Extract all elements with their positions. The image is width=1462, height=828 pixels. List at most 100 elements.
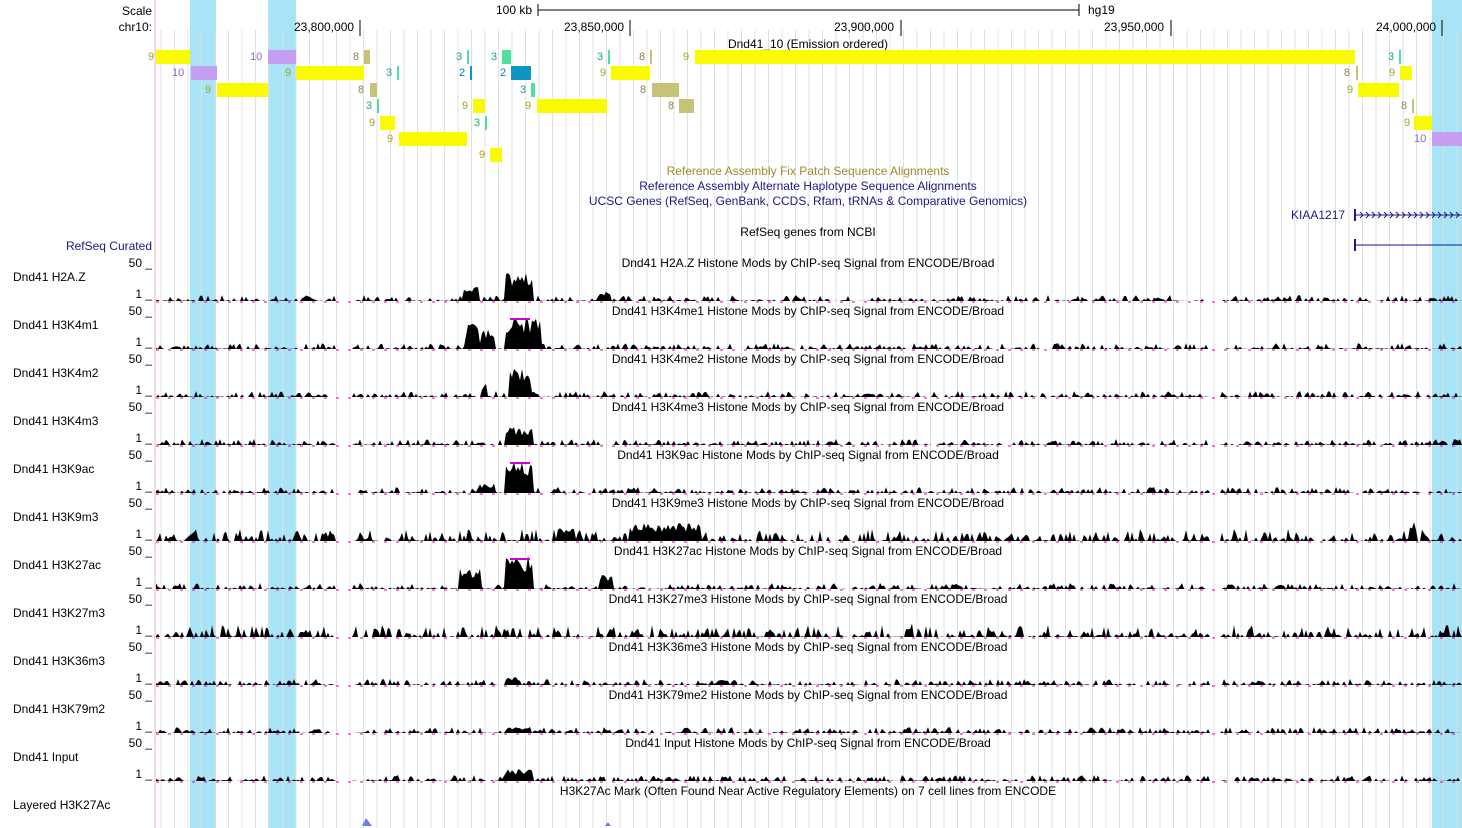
segment-block-state-9[interactable]: [695, 50, 1355, 64]
track-ymin-0[interactable]: 1 _: [135, 287, 152, 301]
track-ymin-6[interactable]: 1 _: [135, 575, 152, 589]
track-title-9[interactable]: Dnd41 H3K79me2 Histone Mods by ChIP-seq …: [608, 688, 1008, 702]
segment-block-state-9[interactable]: [380, 115, 395, 130]
segment-block-state-10[interactable]: [191, 66, 217, 81]
signal-wiggle-7: [156, 623, 1462, 637]
segment-block-state-9[interactable]: [399, 132, 467, 146]
refseq-curated-label[interactable]: RefSeq Curated: [65, 239, 152, 253]
track-ymax-1[interactable]: 50 _: [128, 304, 152, 318]
track-ymin-10[interactable]: 1 _: [135, 767, 152, 781]
segment-block-state-10[interactable]: [268, 50, 296, 64]
segment-block-state-8[interactable]: [1412, 99, 1414, 114]
track-label-9[interactable]: Dnd41 H3K79m2: [13, 702, 106, 716]
track-label-5[interactable]: Dnd41 H3K9m3: [13, 510, 99, 524]
alt-haplotype-title[interactable]: Reference Assembly Alternate Haplotype S…: [639, 179, 977, 193]
segment-state-label: 3: [474, 116, 481, 129]
segment-block-state-9[interactable]: [490, 148, 502, 163]
segment-block-state-9[interactable]: [1400, 66, 1412, 81]
segment-block-state-3[interactable]: [502, 50, 511, 64]
track-ymin-4[interactable]: 1 _: [135, 479, 152, 493]
track-ymax-2[interactable]: 50 _: [128, 352, 152, 366]
ucsc-genes-title[interactable]: UCSC Genes (RefSeq, GenBank, CCDS, Rfam,…: [588, 194, 1028, 208]
segment-block-state-9[interactable]: [1358, 82, 1399, 97]
segment-state-label: 3: [1388, 51, 1395, 63]
segment-block-state-3[interactable]: [531, 82, 535, 97]
track-title-5[interactable]: Dnd41 H3K9me3 Histone Mods by ChIP-seq S…: [611, 496, 1005, 510]
layered-track-title[interactable]: H3K27Ac Mark (Often Found Near Active Re…: [559, 784, 1057, 798]
track-title-1[interactable]: Dnd41 H3K4me1 Histone Mods by ChIP-seq S…: [611, 304, 1005, 318]
segment-state-label: 9: [479, 149, 486, 162]
track-ymax-10[interactable]: 50 _: [128, 736, 152, 750]
segment-block-state-8[interactable]: [1356, 66, 1358, 81]
track-label-1[interactable]: Dnd41 H3K4m1: [13, 318, 99, 332]
track-label-2[interactable]: Dnd41 H3K4m2: [13, 366, 99, 380]
segment-block-state-2[interactable]: [511, 66, 531, 81]
track-ymax-6[interactable]: 50 _: [128, 544, 152, 558]
segment-block-state-10[interactable]: [1432, 132, 1462, 146]
track-title-2[interactable]: Dnd41 H3K4me2 Histone Mods by ChIP-seq S…: [611, 352, 1005, 366]
fix-patch-title[interactable]: Reference Assembly Fix Patch Sequence Al…: [666, 164, 950, 178]
segment-state-label: 9: [148, 51, 155, 63]
segment-block-state-9[interactable]: [611, 66, 650, 81]
segment-block-state-3[interactable]: [397, 66, 399, 81]
track-ymax-4[interactable]: 50 _: [128, 448, 152, 462]
segment-block-state-8[interactable]: [370, 82, 377, 97]
track-ymax-0[interactable]: 50 _: [128, 256, 152, 270]
track-title-3[interactable]: Dnd41 H3K4me3 Histone Mods by ChIP-seq S…: [611, 400, 1005, 414]
segment-block-state-3[interactable]: [467, 50, 469, 64]
segment-state-label: 10: [172, 67, 185, 80]
track-ymax-9[interactable]: 50 _: [128, 688, 152, 702]
track-title-10[interactable]: Dnd41 Input Histone Mods by ChIP-seq Sig…: [625, 736, 991, 750]
track-ymin-3[interactable]: 1 _: [135, 431, 152, 445]
segment-state-label: 2: [459, 67, 466, 80]
segment-block-state-8[interactable]: [364, 50, 370, 64]
segment-block-state-9[interactable]: [537, 99, 607, 114]
track-label-10[interactable]: Dnd41 Input: [13, 750, 79, 764]
segment-block-state-9[interactable]: [156, 50, 190, 64]
track-ymin-8[interactable]: 1 _: [135, 671, 152, 685]
track-ymax-5[interactable]: 50 _: [128, 496, 152, 510]
track-label-3[interactable]: Dnd41 H3K4m3: [13, 414, 99, 428]
segment-block-state-3[interactable]: [377, 99, 379, 114]
track-ymin-7[interactable]: 1 _: [135, 623, 152, 637]
track-label-4[interactable]: Dnd41 H3K9ac: [13, 462, 95, 476]
track-ymin-2[interactable]: 1 _: [135, 383, 152, 397]
track-ymax-8[interactable]: 50 _: [128, 640, 152, 654]
track-title-0[interactable]: Dnd41 H2A.Z Histone Mods by ChIP-seq Sig…: [621, 256, 995, 270]
signal-wiggle-10: [156, 769, 1462, 781]
track-ymin-9[interactable]: 1 _: [135, 719, 152, 733]
track-ymax-7[interactable]: 50 _: [128, 592, 152, 606]
segment-state-label: 9: [600, 67, 607, 80]
segment-state-label: 8: [640, 83, 647, 96]
segment-block-state-3[interactable]: [485, 115, 487, 130]
segment-block-state-2[interactable]: [470, 66, 472, 81]
segment-block-state-3[interactable]: [608, 50, 610, 64]
segment-block-state-8[interactable]: [652, 82, 679, 97]
track-title-7[interactable]: Dnd41 H3K27me3 Histone Mods by ChIP-seq …: [608, 592, 1008, 606]
segment-block-state-9[interactable]: [1414, 115, 1432, 130]
segment-state-label: 10: [250, 51, 263, 63]
segment-block-state-8[interactable]: [650, 50, 652, 64]
ruler-position-4: 23,950,000: [1104, 20, 1165, 34]
segment-block-state-9[interactable]: [473, 99, 485, 114]
track-title-6[interactable]: Dnd41 H3K27ac Histone Mods by ChIP-seq S…: [613, 544, 1003, 558]
track-label-0[interactable]: Dnd41 H2A.Z: [13, 270, 86, 284]
track-title-4[interactable]: Dnd41 H3K9ac Histone Mods by ChIP-seq Si…: [617, 448, 999, 462]
track-ymin-5[interactable]: 1 _: [135, 527, 152, 541]
gene-name-kiaa1217[interactable]: KIAA1217: [1291, 208, 1346, 222]
signal-wiggle-8: [156, 677, 1462, 685]
track-ymin-1[interactable]: 1 _: [135, 335, 152, 349]
track-label-8[interactable]: Dnd41 H3K36m3: [13, 654, 106, 668]
segment-block-state-3[interactable]: [1399, 50, 1401, 64]
layered-track-label[interactable]: Layered H3K27Ac: [13, 798, 111, 812]
track-title-8[interactable]: Dnd41 H3K36me3 Histone Mods by ChIP-seq …: [608, 640, 1008, 654]
segment-block-state-9[interactable]: [217, 82, 268, 97]
refseq-ncbi-title[interactable]: RefSeq genes from NCBI: [740, 225, 876, 239]
track-ymax-3[interactable]: 50 _: [128, 400, 152, 414]
track-label-7[interactable]: Dnd41 H3K27m3: [13, 606, 106, 620]
segment-block-state-8[interactable]: [679, 99, 694, 114]
segment-block-state-9[interactable]: [296, 66, 364, 81]
segment-state-label: 8: [668, 100, 675, 113]
track-label-6[interactable]: Dnd41 H3K27ac: [13, 558, 102, 572]
